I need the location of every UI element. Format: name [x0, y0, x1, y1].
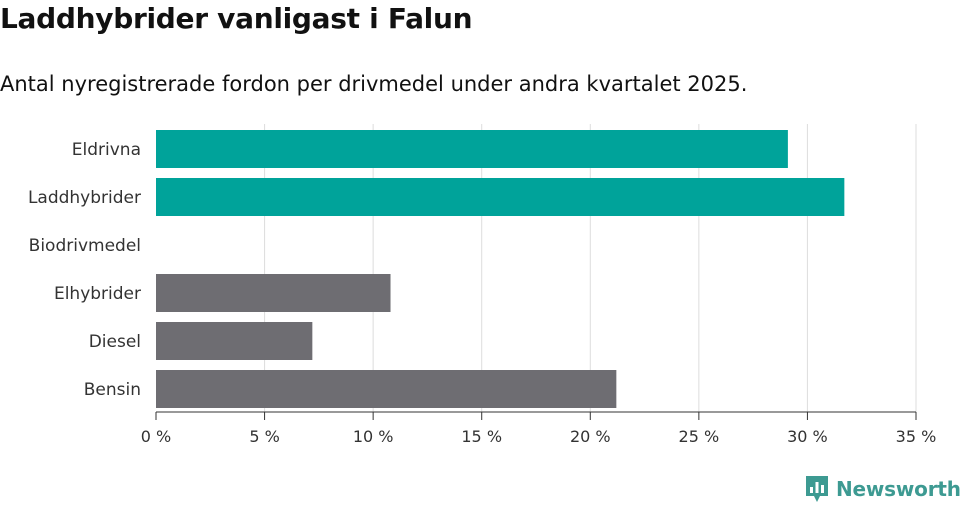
category-label: Eldrivna: [72, 140, 141, 160]
bars: [156, 130, 845, 408]
bar-chart-bubble-icon: [806, 476, 828, 502]
bar-laddhybrider: [156, 178, 845, 216]
x-tick-label: 10 %: [353, 427, 394, 446]
bar-bensin: [156, 370, 617, 408]
x-tick-label: 35 %: [896, 427, 937, 446]
bar-chart: Eldrivna Laddhybrider Biodrivmedel Elhybrid…: [28, 124, 937, 446]
x-tick-label: 0 %: [141, 427, 171, 446]
gridlines: [264, 124, 917, 412]
category-label: Elhybrider: [54, 284, 141, 304]
brand-logo: Newsworthy: [804, 474, 960, 504]
chart-title: Laddhybrider vanligast i Falun: [0, 2, 473, 35]
category-labels: Eldrivna Laddhybrider Biodrivmedel Elhybrid…: [28, 140, 141, 400]
category-label: Bensin: [84, 380, 141, 400]
x-axis: 0 % 5 % 10 % 15 % 20 % 25 % 30 % 35 %: [141, 411, 937, 446]
chart-subtitle: Antal nyregistrerade fordon per drivmede…: [0, 72, 748, 96]
x-tick-label: 20 %: [570, 427, 611, 446]
brand-name: Newsworthy: [836, 477, 960, 501]
category-label: Laddhybrider: [28, 188, 141, 208]
bar-elhybrider: [156, 274, 391, 312]
bar-eldrivna: [156, 130, 788, 168]
x-tick-label: 25 %: [679, 427, 720, 446]
x-tick-label: 30 %: [787, 427, 828, 446]
x-tick-label: 5 %: [249, 427, 279, 446]
category-label: Biodrivmedel: [29, 236, 141, 256]
x-tick-label: 15 %: [461, 427, 502, 446]
bar-diesel: [156, 322, 313, 360]
category-label: Diesel: [89, 332, 141, 352]
